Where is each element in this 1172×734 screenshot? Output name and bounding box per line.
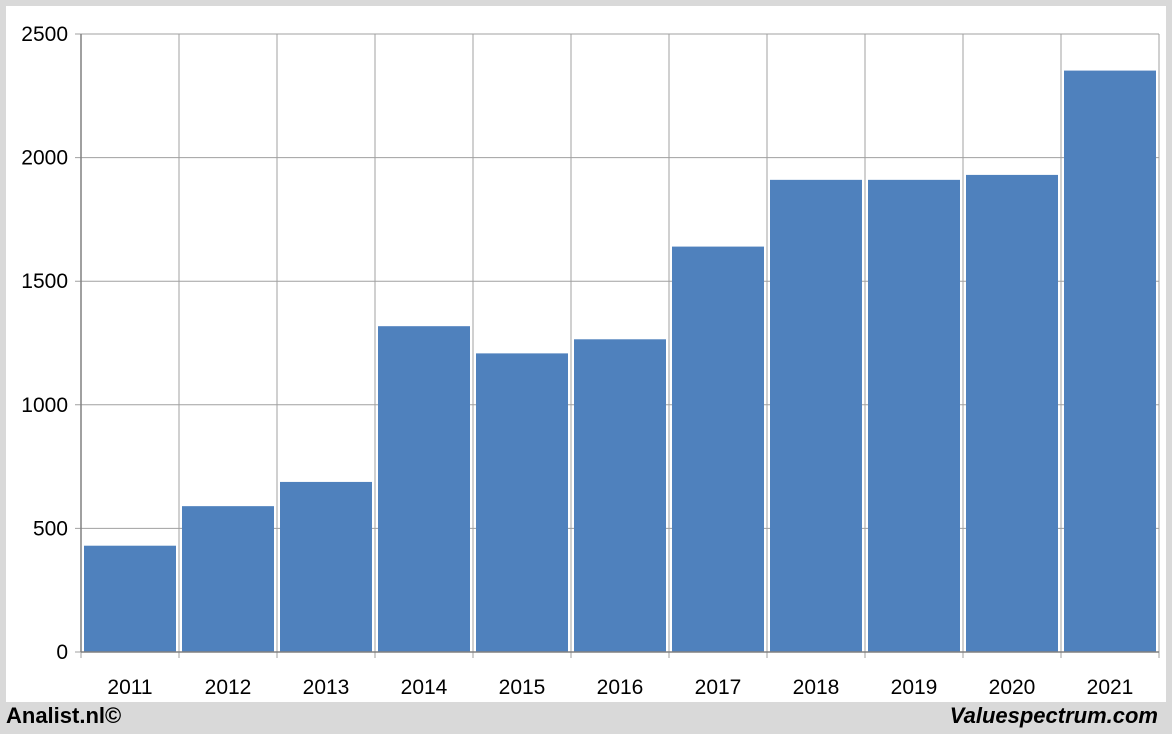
bars bbox=[84, 70, 1156, 653]
x-tick-label: 2020 bbox=[989, 676, 1036, 699]
bar-2014 bbox=[378, 326, 470, 652]
x-tick-label: 2016 bbox=[597, 676, 644, 699]
axes bbox=[80, 34, 1159, 653]
y-tick-label: 1000 bbox=[21, 394, 68, 417]
x-tick-label: 2013 bbox=[303, 676, 350, 699]
bar-2018 bbox=[770, 179, 862, 652]
bar-2019 bbox=[868, 179, 960, 652]
bar-chart: 0 500 1000 1500 2000 2500 2011 2012 2013 2014 2015… bbox=[21, 23, 1160, 699]
x-tick-label: 2011 bbox=[107, 676, 152, 699]
y-tick-label: 1500 bbox=[21, 270, 68, 293]
bar-2012 bbox=[182, 506, 274, 652]
grid-lines bbox=[75, 33, 1160, 658]
chart-panel: 0 500 1000 1500 2000 2500 2011 2012 2013 2014 2015… bbox=[6, 6, 1166, 702]
y-tick-label: 2500 bbox=[21, 23, 68, 46]
x-tick-label: 2014 bbox=[401, 676, 448, 699]
bar-2013 bbox=[280, 481, 372, 652]
x-tick-label: 2012 bbox=[205, 676, 252, 699]
bar-2011 bbox=[84, 545, 176, 652]
tick-labels: 0 500 1000 1500 2000 2500 2011 2012 2013 2014 2015… bbox=[21, 23, 1133, 699]
bar-2017 bbox=[672, 246, 764, 653]
footer-source-label: Analist.nl© bbox=[6, 703, 122, 728]
x-tick-label: 2021 bbox=[1087, 676, 1134, 699]
x-tick-label: 2017 bbox=[695, 676, 742, 699]
bar-2015 bbox=[476, 353, 568, 652]
x-tick-label: 2019 bbox=[891, 676, 938, 699]
bar-2016 bbox=[574, 339, 666, 652]
footer-site-label: Valuespectrum.com bbox=[949, 703, 1158, 728]
y-tick-label: 500 bbox=[33, 517, 68, 540]
bar-2020 bbox=[966, 174, 1058, 653]
y-tick-label: 2000 bbox=[21, 147, 68, 170]
bar-2021 bbox=[1064, 70, 1156, 653]
y-tick-label: 0 bbox=[56, 641, 68, 664]
x-tick-label: 2015 bbox=[499, 676, 546, 699]
x-tick-label: 2018 bbox=[793, 676, 840, 699]
